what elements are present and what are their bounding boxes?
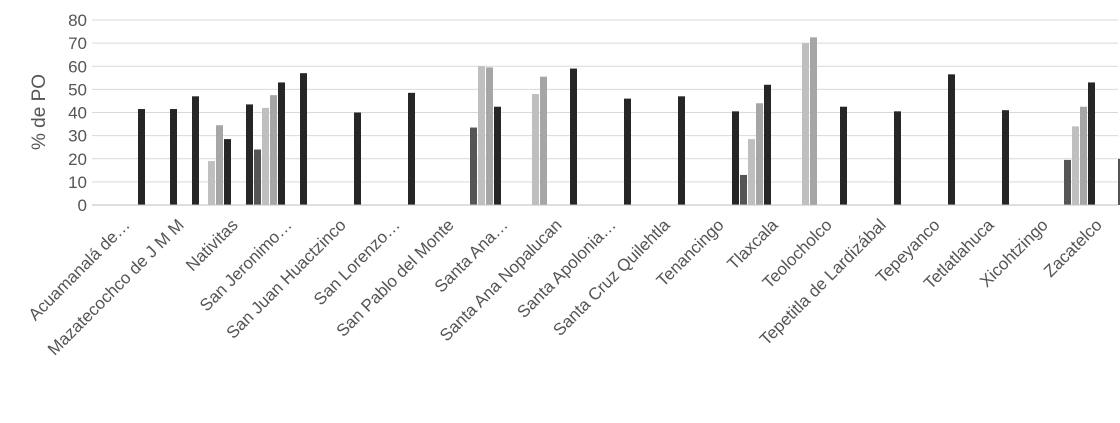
y-tick-label: 80 xyxy=(68,11,87,30)
bar xyxy=(278,82,285,205)
bar xyxy=(764,84,771,205)
bar xyxy=(408,92,415,205)
bar xyxy=(354,112,361,205)
bar xyxy=(224,139,231,205)
y-tick-label: 60 xyxy=(68,57,87,76)
y-axis-ticks: 0 10 20 30 40 50 60 70 80 xyxy=(68,11,87,215)
y-tick-label: 20 xyxy=(68,150,87,169)
bar xyxy=(570,68,577,205)
bar xyxy=(270,95,277,205)
bars xyxy=(138,37,1120,205)
x-axis-categories: Acuamanalá de…Mazatecochco de J M MNativ… xyxy=(25,215,1106,359)
bar xyxy=(1064,159,1071,205)
y-tick-label: 50 xyxy=(68,80,87,99)
bar xyxy=(678,96,685,205)
bar xyxy=(540,76,547,205)
y-tick-label: 30 xyxy=(68,127,87,146)
bar xyxy=(1002,110,1009,205)
bar xyxy=(948,74,955,205)
y-tick-label: 70 xyxy=(68,34,87,53)
x-category-label: Acuamanalá de… xyxy=(25,215,134,324)
y-tick-label: 10 xyxy=(68,173,87,192)
bar xyxy=(478,66,485,205)
bar xyxy=(740,174,747,205)
bar xyxy=(216,125,223,205)
bar xyxy=(486,67,493,205)
bar xyxy=(802,43,809,205)
bar xyxy=(1088,82,1095,205)
gridlines xyxy=(92,19,1118,183)
bar xyxy=(1080,106,1087,205)
bar xyxy=(494,106,501,205)
x-category-label: Zacatelco xyxy=(1040,215,1106,281)
x-category-label: San Jeronimo… xyxy=(196,215,296,315)
bar xyxy=(192,96,199,205)
bar xyxy=(756,103,763,205)
bar xyxy=(208,161,215,205)
bar xyxy=(810,37,817,205)
x-category-label: Santa Apolonia… xyxy=(513,215,619,321)
bar xyxy=(246,104,253,205)
bar xyxy=(732,111,739,205)
bar xyxy=(894,111,901,205)
bar xyxy=(624,98,631,205)
bar xyxy=(262,107,269,205)
y-axis-label: % de PO xyxy=(29,74,50,150)
bar xyxy=(840,106,847,205)
bar xyxy=(300,73,307,205)
bar xyxy=(748,139,755,205)
bar xyxy=(1072,126,1079,205)
bar xyxy=(1118,158,1120,205)
bar xyxy=(138,109,145,205)
y-tick-label: 0 xyxy=(78,196,87,215)
bar xyxy=(254,149,261,205)
bar xyxy=(470,127,477,205)
bar xyxy=(170,109,177,205)
bar xyxy=(532,94,539,205)
y-tick-label: 40 xyxy=(68,104,87,123)
